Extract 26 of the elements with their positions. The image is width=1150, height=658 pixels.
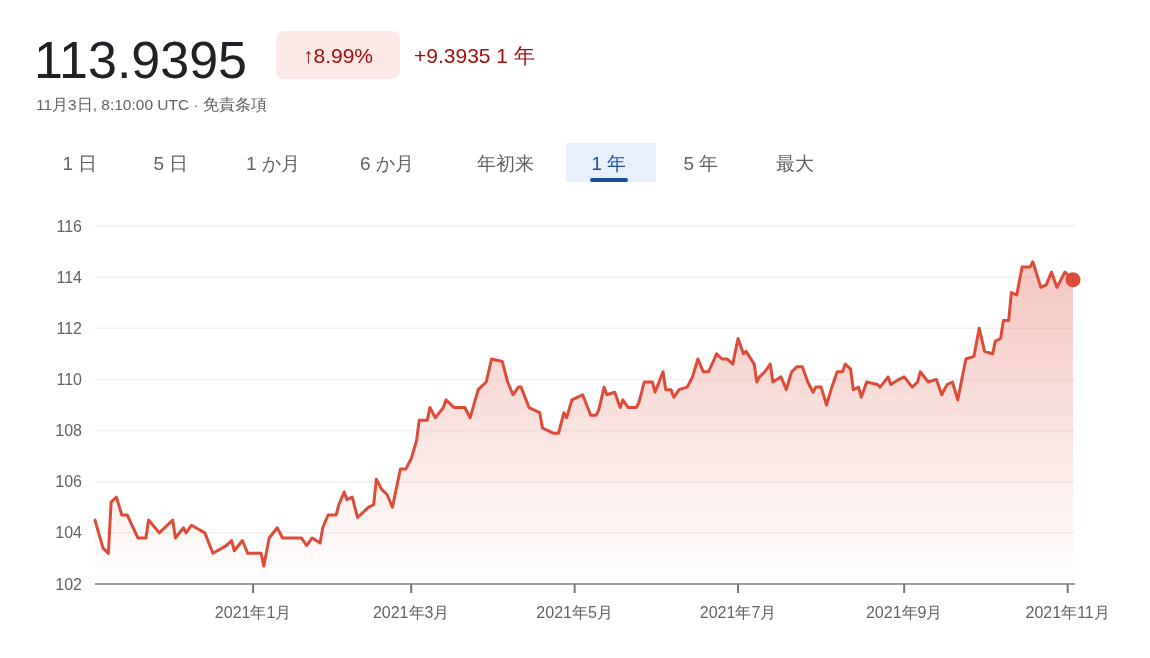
y-tick-label: 116	[56, 217, 83, 235]
x-tick-label: 2021年1月	[214, 604, 292, 621]
text: 1 か月	[246, 153, 300, 174]
text: 1 年	[591, 153, 627, 174]
text: 年初来	[476, 153, 534, 174]
x-tick-label: 2021年11月	[1025, 604, 1110, 621]
x-tick-label: 2021年9月	[865, 604, 943, 621]
text: +9.3935 1 年	[414, 44, 535, 67]
x-tick-label: 2021年5月	[536, 604, 613, 621]
text: 5 日	[153, 153, 189, 174]
chart-title: 113.9395	[34, 31, 248, 89]
chart-subtitle: 11月3日, 8:10:00 UTC · 免責条項	[36, 96, 267, 113]
y-tick-label: 102	[55, 575, 83, 593]
text: 6 か月	[360, 153, 414, 174]
x-tick-label: 2021年7月	[699, 604, 777, 621]
text: 最大	[776, 153, 814, 174]
y-tick-label: 104	[55, 524, 83, 542]
text: 1 日	[62, 153, 98, 174]
text: ↑8.99%	[302, 44, 374, 67]
x-tick-label: 2021年3月	[372, 604, 450, 621]
y-tick-label: 114	[56, 268, 83, 286]
y-tick-label: 108	[55, 422, 83, 440]
y-tick-label: 110	[56, 370, 83, 388]
y-tick-label: 112	[56, 319, 83, 337]
text: 5 年	[683, 153, 719, 174]
y-tick-label: 106	[55, 473, 83, 491]
